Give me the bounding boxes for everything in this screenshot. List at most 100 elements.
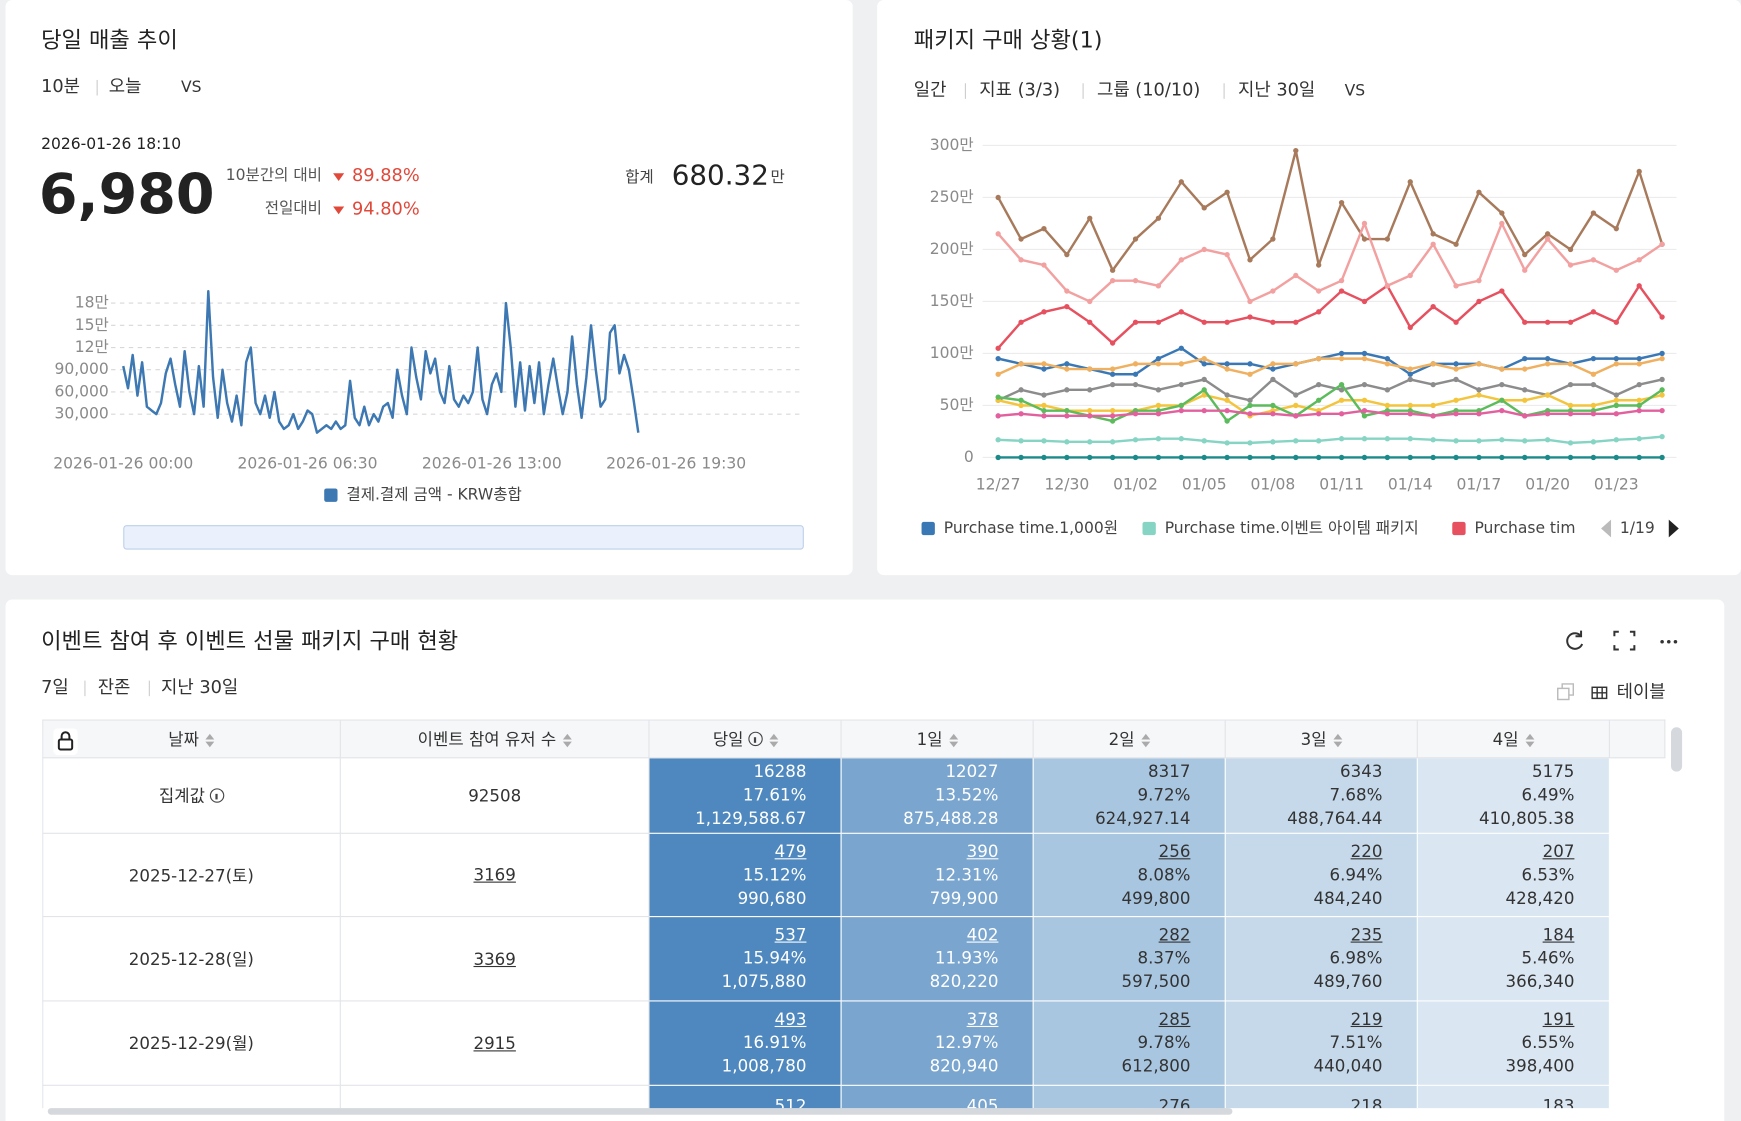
- users-cell: [339, 1084, 650, 1109]
- retained-count[interactable]: 218: [1350, 1095, 1383, 1109]
- filter[interactable]: 잔존: [97, 676, 131, 698]
- sort-icon[interactable]: [1525, 733, 1535, 747]
- column-header[interactable]: 4일: [1416, 719, 1610, 759]
- sales-panel: 당일 매출 추이 10분 오늘 VS 2026-01-26 18:10 6,98…: [5, 0, 853, 576]
- retention-cell: 191 6.55% 398,400: [1416, 1000, 1610, 1086]
- column-header[interactable]: 날짜: [42, 719, 341, 759]
- retained-count[interactable]: 256: [1158, 841, 1191, 862]
- point: [1293, 272, 1299, 279]
- point: [1544, 231, 1551, 237]
- point: [1041, 438, 1047, 444]
- y-tick-label: 200만: [930, 240, 974, 258]
- y-tick-label: 0: [964, 448, 974, 466]
- retention-cell: 16288 17.61% 1,129,588.67: [648, 757, 842, 834]
- point: [1338, 387, 1345, 393]
- point: [1361, 355, 1368, 362]
- point: [1453, 438, 1459, 444]
- point: [1453, 454, 1459, 461]
- sort-icon[interactable]: [1141, 733, 1151, 747]
- horizontal-scrollbar[interactable]: [47, 1108, 1233, 1115]
- retained-count[interactable]: 405: [966, 1095, 999, 1109]
- filter[interactable]: 오늘: [108, 75, 142, 97]
- point: [1064, 387, 1070, 393]
- point: [1613, 319, 1619, 325]
- down-arrow: [333, 173, 345, 181]
- table-icon[interactable]: [1591, 686, 1608, 700]
- column-header[interactable]: 2일: [1032, 719, 1226, 759]
- retained-count[interactable]: 479: [774, 841, 807, 862]
- view-toggle[interactable]: 테이블: [1616, 680, 1666, 702]
- filter[interactable]: 일간: [913, 78, 947, 100]
- point: [1132, 277, 1139, 284]
- date-cell: [42, 1084, 341, 1109]
- retained-count[interactable]: 207: [1542, 841, 1575, 862]
- point: [995, 371, 1001, 377]
- compare-button[interactable]: VS: [1344, 82, 1366, 100]
- legend-next[interactable]: [1668, 519, 1679, 538]
- lock-icon[interactable]: [53, 728, 78, 756]
- vertical-scrollbar[interactable]: [1671, 727, 1683, 772]
- range-slider[interactable]: [123, 525, 804, 550]
- retained-count[interactable]: 378: [966, 1009, 999, 1030]
- retained-count[interactable]: 285: [1158, 1009, 1191, 1030]
- retention-cell: 378 12.97% 820,940: [840, 1000, 1034, 1086]
- column-header[interactable]: 당일: [648, 719, 842, 759]
- user-count[interactable]: 3369: [473, 948, 516, 969]
- sort-icon[interactable]: [769, 733, 778, 747]
- x-tick-label: 01/11: [1319, 476, 1364, 494]
- point: [1338, 436, 1345, 442]
- user-count[interactable]: 2915: [473, 1033, 516, 1054]
- retained-count[interactable]: 402: [966, 924, 999, 945]
- point: [1247, 314, 1253, 320]
- point: [1109, 340, 1116, 346]
- filter[interactable]: 지표 (3/3): [979, 78, 1061, 100]
- revenue: 410,805.38: [1479, 808, 1575, 829]
- column-header[interactable]: 3일: [1224, 719, 1418, 759]
- point: [1430, 413, 1436, 419]
- retained-count[interactable]: 184: [1542, 924, 1575, 945]
- legend-prev[interactable]: [1601, 519, 1612, 538]
- filter[interactable]: 7일: [41, 676, 69, 698]
- more-icon[interactable]: [1660, 639, 1678, 644]
- fullscreen-icon[interactable]: [1613, 630, 1636, 651]
- point: [1384, 387, 1391, 393]
- filter[interactable]: 그룹 (10/10): [1096, 78, 1201, 100]
- point: [1247, 411, 1253, 417]
- point: [1522, 397, 1528, 403]
- point: [1155, 402, 1162, 409]
- retained-count[interactable]: 183: [1542, 1095, 1575, 1109]
- retained-count[interactable]: 390: [966, 841, 999, 862]
- refresh-icon[interactable]: [1566, 630, 1584, 650]
- retained-count[interactable]: 276: [1158, 1095, 1191, 1109]
- retained-count[interactable]: 493: [774, 1009, 807, 1030]
- retained-count[interactable]: 537: [774, 924, 807, 945]
- column-header[interactable]: 1일: [840, 719, 1034, 759]
- retained-count[interactable]: 512: [774, 1095, 807, 1109]
- point: [1247, 257, 1253, 263]
- sort-icon[interactable]: [562, 733, 572, 747]
- filter[interactable]: 10분: [41, 75, 81, 97]
- point: [1247, 402, 1253, 409]
- filter[interactable]: 지난 30일: [160, 676, 239, 698]
- point: [1041, 309, 1047, 315]
- point: [1453, 376, 1459, 383]
- retained-count: 5175: [1532, 761, 1575, 782]
- retained-count[interactable]: 191: [1542, 1009, 1575, 1030]
- user-count[interactable]: 3169: [473, 864, 516, 885]
- sort-icon[interactable]: [1333, 733, 1343, 747]
- retained-count[interactable]: 220: [1350, 841, 1383, 862]
- column-header[interactable]: 이벤트 참여 유저 수: [339, 719, 650, 759]
- sort-icon[interactable]: [205, 733, 215, 747]
- copy-icon[interactable]: [1557, 683, 1575, 701]
- retained-count[interactable]: 219: [1350, 1009, 1383, 1030]
- point: [1018, 397, 1024, 403]
- retained-count[interactable]: 282: [1158, 924, 1191, 945]
- sort-icon[interactable]: [949, 733, 959, 747]
- filter[interactable]: 지난 30일: [1237, 78, 1316, 100]
- retention-cell: 184 5.46% 366,340: [1416, 915, 1610, 1002]
- compare-button[interactable]: VS: [180, 78, 202, 97]
- point: [1109, 371, 1116, 377]
- retention-cell: 8317 9.72% 624,927.14: [1032, 757, 1226, 834]
- retained-count[interactable]: 235: [1350, 924, 1383, 945]
